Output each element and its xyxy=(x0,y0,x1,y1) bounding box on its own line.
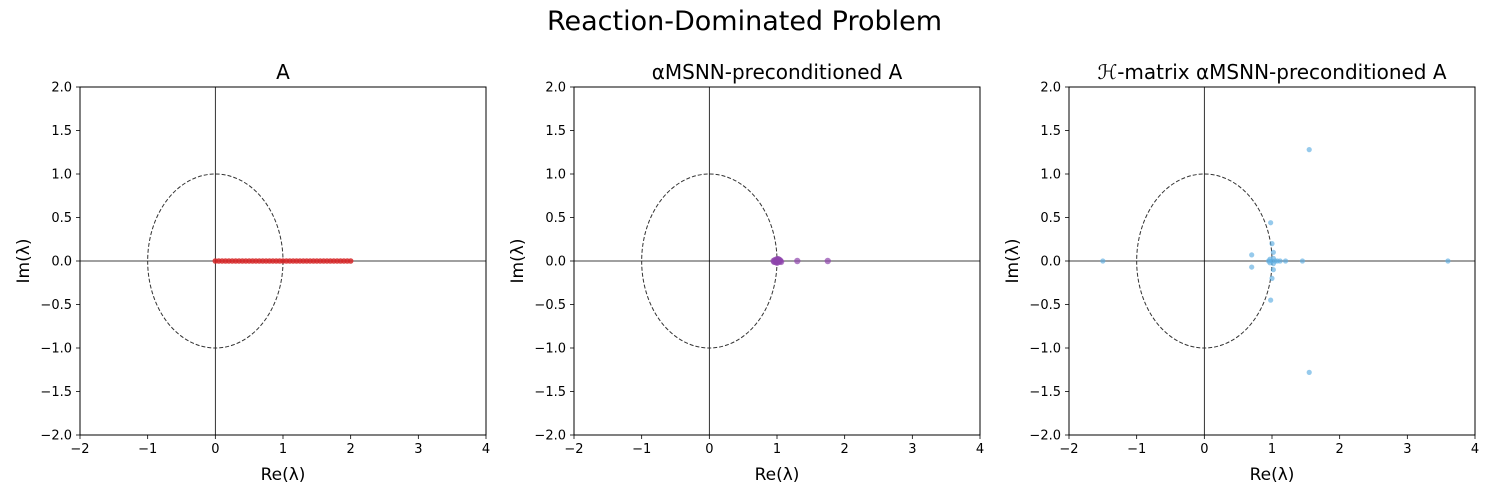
y-tick-label: 0.0 xyxy=(51,255,72,270)
y-tick-label: 0.0 xyxy=(545,255,566,270)
x-tick-label: 4 xyxy=(482,442,490,457)
eigenvalue-point xyxy=(1249,252,1255,258)
y-axis-label: Im(λ) xyxy=(1003,239,1023,284)
panel-title: αMSNN-preconditioned A xyxy=(652,60,903,84)
eigenvalue-point xyxy=(1299,258,1306,264)
x-tick-label: 0 xyxy=(1200,442,1208,457)
y-tick-label: −1.0 xyxy=(534,342,566,357)
x-tick-label: 0 xyxy=(211,442,219,457)
y-tick-label: 1.5 xyxy=(545,124,566,139)
eigenvalue-point xyxy=(1270,249,1276,255)
x-axis-label: Re(λ) xyxy=(1250,465,1295,485)
x-tick-label: 4 xyxy=(976,442,984,457)
panel-title: A xyxy=(276,60,290,84)
chart-panel-2: −2 −1 0 1 2 3 4 −2.0 −1.5 −1.0 −0.5 0.0 0.5 1.0 1.5 2.0… xyxy=(508,60,984,485)
y-tick-label: −0.5 xyxy=(534,298,566,313)
x-tick-label: 1 xyxy=(279,442,287,457)
x-tick-label: 3 xyxy=(1403,442,1411,457)
eigenvalue-point xyxy=(794,257,801,265)
eigenvalue-point xyxy=(1282,258,1289,264)
eigenvalue-point xyxy=(1306,147,1312,153)
y-tick-label: −1.0 xyxy=(1029,342,1061,357)
x-tick-label: −2 xyxy=(564,442,583,457)
x-tick-label: 1 xyxy=(773,442,781,457)
y-tick-label: −0.5 xyxy=(40,298,72,313)
x-tick-label: 3 xyxy=(908,442,916,457)
eigenvalue-point xyxy=(1269,241,1275,247)
y-axis-label: Im(λ) xyxy=(508,239,528,284)
y-tick-label: −2.0 xyxy=(534,429,566,444)
y-tick-label: 2.0 xyxy=(545,81,566,96)
y-tick-label: 0.5 xyxy=(51,211,72,226)
y-tick-label: 1.0 xyxy=(545,168,566,183)
eigenvalue-point xyxy=(347,258,354,264)
x-tick-label: 2 xyxy=(347,442,355,457)
y-tick-label: −1.5 xyxy=(40,385,72,400)
y-tick-label: 2.0 xyxy=(1040,81,1061,96)
x-tick-label: 3 xyxy=(414,442,422,457)
x-axis-label: Re(λ) xyxy=(755,465,800,485)
x-tick-label: −1 xyxy=(632,442,651,457)
y-tick-label: −2.0 xyxy=(1029,429,1061,444)
eigenvalue-point xyxy=(1277,258,1283,264)
eigenvalue-point xyxy=(1270,267,1276,273)
figure-title: Reaction-Dominated Problem xyxy=(546,6,943,37)
x-tick-label: 0 xyxy=(705,442,713,457)
y-tick-label: −1.5 xyxy=(1029,385,1061,400)
y-tick-label: 1.0 xyxy=(1040,168,1061,183)
x-tick-label: −2 xyxy=(1059,442,1078,457)
chart-panel-1: −2 −1 0 1 2 3 4 −2.0 −1.5 −1.0 −0.5 0.0 0.5 1.0 1.5 2.0… xyxy=(14,60,490,485)
eigenvalue-point xyxy=(775,256,782,263)
x-tick-label: 2 xyxy=(1336,442,1344,457)
eigenvalue-point xyxy=(1306,369,1312,375)
y-tick-label: 1.5 xyxy=(51,124,72,139)
y-tick-label: −1.5 xyxy=(534,385,566,400)
x-tick-label: 1 xyxy=(1268,442,1276,457)
eigenvalue-point xyxy=(1268,220,1274,226)
x-tick-label: 2 xyxy=(841,442,849,457)
y-tick-label: 0.5 xyxy=(545,211,566,226)
x-tick-label: −1 xyxy=(1127,442,1146,457)
eigenvalue-point xyxy=(824,257,831,265)
eigenvalue-point xyxy=(1100,258,1106,264)
eigenvalue-point xyxy=(1249,264,1255,270)
y-tick-label: −1.0 xyxy=(40,342,72,357)
y-tick-label: −2.0 xyxy=(40,429,72,444)
chart-panel-3: −2 −1 0 1 2 3 4 −2.0 −1.5 −1.0 −0.5 0.0 0.5 1.0 1.5 2.0… xyxy=(1003,60,1479,485)
x-tick-label: −1 xyxy=(138,442,157,457)
y-axis-label: Im(λ) xyxy=(14,239,34,284)
x-axis-label: Re(λ) xyxy=(261,465,306,485)
eigenvalue-point xyxy=(1445,258,1451,264)
panel-title: ℋ-matrix αMSNN-preconditioned A xyxy=(1097,60,1446,84)
x-tick-label: 4 xyxy=(1471,442,1479,457)
y-tick-label: 2.0 xyxy=(51,81,72,96)
y-tick-label: 1.5 xyxy=(1040,124,1061,139)
y-tick-label: 1.0 xyxy=(51,168,72,183)
y-tick-label: 0.5 xyxy=(1040,211,1061,226)
y-tick-label: 0.0 xyxy=(1040,255,1061,270)
y-tick-label: −0.5 xyxy=(1029,298,1061,313)
eigenvalue-point xyxy=(1268,297,1274,303)
eigenvalue-point xyxy=(1269,275,1275,281)
x-tick-label: −2 xyxy=(70,442,89,457)
